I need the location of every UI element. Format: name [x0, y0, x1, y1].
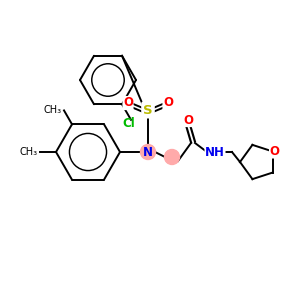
Text: O: O	[183, 113, 193, 127]
Text: CH₃: CH₃	[44, 105, 62, 116]
Text: O: O	[163, 97, 173, 110]
Text: CH₃: CH₃	[20, 147, 38, 157]
Text: S: S	[143, 103, 153, 116]
Text: O: O	[123, 97, 133, 110]
Text: NH: NH	[205, 146, 225, 158]
Circle shape	[164, 149, 179, 164]
Text: O: O	[270, 145, 280, 158]
Text: N: N	[143, 146, 153, 158]
Circle shape	[140, 145, 155, 160]
Text: Cl: Cl	[123, 117, 135, 130]
